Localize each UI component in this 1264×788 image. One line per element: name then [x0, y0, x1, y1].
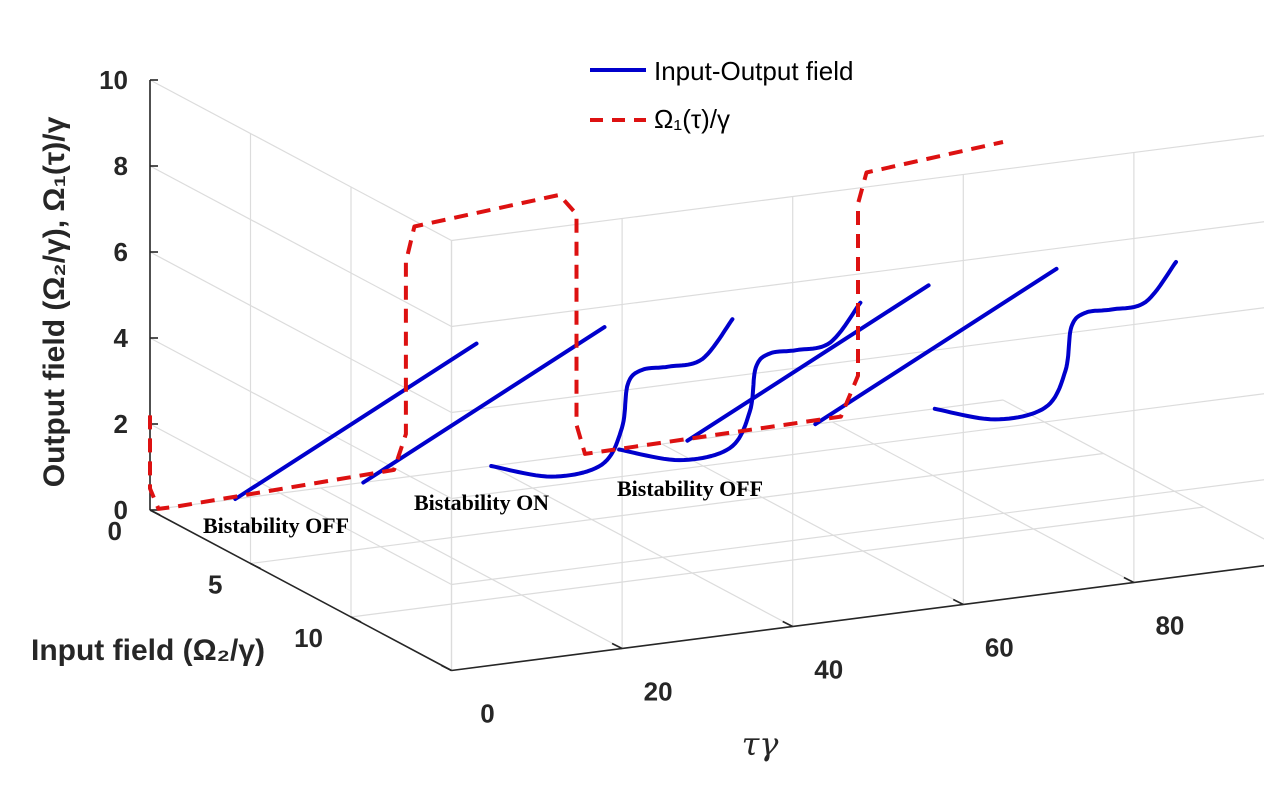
- omega1-curve: [148, 140, 1004, 511]
- legend-label-omega1: Ω₁(τ)/γ: [654, 104, 730, 134]
- grid-line-floor-x: [490, 465, 793, 628]
- y-tick-label: 5: [208, 570, 222, 600]
- io-curve-tau-25: [361, 325, 607, 485]
- z-tick-label: 8: [114, 151, 128, 181]
- x-axis-label: τγ: [742, 725, 780, 763]
- io-curve-tau-55: [617, 300, 863, 463]
- annotation-bistability-on: Bistability ON: [414, 490, 549, 515]
- x-tick-label: 40: [814, 655, 843, 685]
- z-tick-label: 6: [114, 237, 128, 267]
- z-axis-label: Output field (Ω₂/γ), Ω₁(τ)/γ: [38, 116, 71, 487]
- legend-label-input-output: Input-Output field: [654, 56, 853, 86]
- grid-line-back-wall-z: [451, 479, 1264, 586]
- grid-layer: [149, 79, 1264, 672]
- io-curve-tau-78: [813, 266, 1059, 427]
- grid-line-floor-x: [320, 487, 623, 650]
- x-tick-mark: [441, 664, 452, 672]
- grid-line-floor-y: [350, 506, 1205, 618]
- y-tick-label: 0: [108, 516, 122, 546]
- io-curve-tau-10: [233, 341, 479, 501]
- z-tick-label: 10: [99, 65, 128, 95]
- grid-line-side-wall-z: [149, 423, 452, 586]
- annotation-bistability-off-2: Bistability OFF: [617, 476, 763, 501]
- grid-line-side-wall-z: [149, 79, 452, 242]
- grid-line-side-wall-z: [149, 165, 452, 328]
- annotation-bistability-off-1: Bistability OFF: [203, 513, 349, 538]
- grid-line-floor-x: [832, 421, 1135, 584]
- grid-line-floor-x: [661, 443, 964, 606]
- grid-line-back-wall-z: [451, 393, 1264, 500]
- x-tick-mark: [611, 642, 623, 650]
- x-tick-mark: [952, 598, 964, 606]
- grid-line-floor-y: [250, 452, 1104, 565]
- grid-line-back-wall-z: [451, 221, 1264, 328]
- grid-line-floor-y: [149, 399, 1004, 511]
- x-axis-line: [451, 564, 1264, 672]
- x-tick-label: 80: [1155, 611, 1184, 641]
- io-curve-tau-40: [489, 317, 735, 479]
- tick-layer: 02468100510020406080100: [99, 65, 1184, 729]
- x-tick-label: 60: [985, 633, 1014, 663]
- y-tick-mark: [149, 509, 161, 516]
- grid-line-back-wall-z: [451, 307, 1264, 414]
- z-tick-label: 0: [114, 495, 128, 525]
- x-tick-mark: [782, 620, 794, 628]
- y-axis-line: [149, 509, 452, 672]
- y-tick-mark: [250, 562, 261, 570]
- z-tick-label: 2: [114, 409, 128, 439]
- axis-layer: [149, 79, 1264, 672]
- x-tick-label: 0: [480, 699, 494, 729]
- y-axis-label: Input field (Ω₂/γ): [31, 634, 265, 667]
- z-tick-label: 4: [114, 323, 129, 353]
- io-curve-tau-92: [932, 260, 1178, 422]
- data-layer: [148, 140, 1178, 511]
- grid-line-side-wall-z: [149, 251, 452, 414]
- y-tick-label: 10: [294, 623, 323, 653]
- x-tick-mark: [1123, 576, 1135, 584]
- io-curve-tau-63: [685, 283, 931, 443]
- grid-line-side-wall-z: [149, 337, 452, 500]
- grid-line-floor-x: [1002, 399, 1264, 540]
- x-tick-label: 20: [644, 677, 673, 707]
- y-tick-mark: [350, 616, 362, 623]
- grid-line-back-wall-z: [451, 135, 1264, 242]
- legend: Input-Output field Ω₁(τ)/γ: [590, 56, 853, 134]
